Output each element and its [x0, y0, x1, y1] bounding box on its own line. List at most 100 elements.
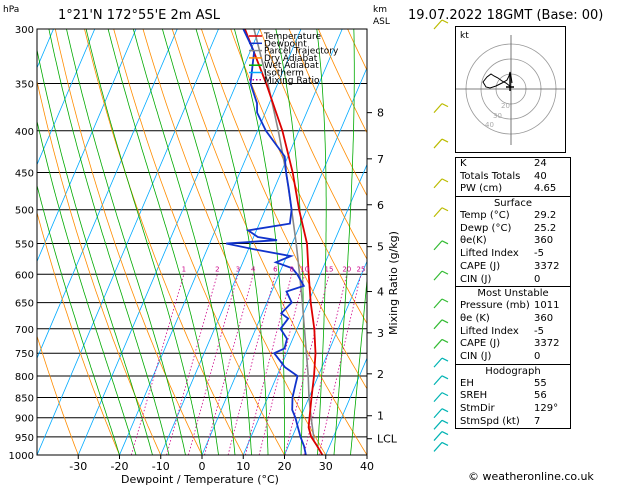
hodo-ring-label: 20 [501, 102, 510, 110]
index-row: PW (cm) 4.65 [456, 183, 570, 196]
wind-barb-feather [441, 431, 449, 436]
wind-barb [433, 103, 443, 114]
wind-barb [433, 419, 443, 430]
surface-row: CAPE (J) 3372 [456, 261, 570, 274]
hodo-ring-label: 30 [493, 112, 502, 120]
x-tick-label: 40 [360, 460, 374, 473]
wet-adiabat [195, 29, 269, 455]
most-unstable-row: Lifted Index -5 [456, 326, 570, 339]
legend-entry: Temperature [263, 32, 321, 42]
isotherm-line [201, 66, 367, 455]
surface-row: CIN (J) 0 [456, 274, 570, 287]
hodograph-value: 7 [534, 415, 541, 427]
asl-label: ASL [373, 17, 390, 27]
index-value: 24 [534, 158, 547, 169]
pressure-tick-label: 750 [15, 349, 34, 360]
wind-barb [433, 138, 443, 149]
wind-barb-feather [441, 207, 449, 212]
height-label: 7 [377, 153, 384, 166]
mixing-ratio-label: 4 [251, 265, 256, 273]
surface-row: Temp (°C) 29.2 [456, 210, 570, 223]
most-unstable-row: CIN (J) 0 [456, 351, 570, 364]
wind-barb-feather [441, 298, 449, 303]
index-value: 40 [534, 170, 547, 182]
wet-adiabat [107, 29, 219, 455]
dry-adiabat [37, 79, 162, 455]
index-value: 4.65 [534, 183, 557, 195]
surface-row: Dewp (°C) 25.2 [456, 223, 570, 236]
hodograph-row: StmSpd (kt) 7 [456, 416, 570, 429]
wind-barb-feather [441, 392, 449, 397]
mixing-ratio-label: 3 [236, 265, 240, 273]
dry-adiabat [259, 29, 367, 261]
wind-barb-feather [441, 103, 449, 108]
most-unstable-label: θe (K) [460, 312, 490, 324]
x-tick-label: 30 [319, 460, 333, 473]
height-label: 1 [377, 410, 384, 423]
wind-barb [433, 270, 443, 281]
wind-barbs [433, 19, 449, 452]
mixing-ratio-line [227, 274, 276, 455]
surface-value: 0 [534, 273, 541, 285]
hodograph-table: Hodograph EH 55 SREH 56 StmDir 129° StmSpd (kt… [455, 363, 571, 430]
most-unstable-value: 360 [534, 312, 554, 324]
isotherm-line [37, 29, 219, 455]
isotherm-line [37, 29, 96, 166]
most-unstable-title: Most Unstable [477, 288, 549, 300]
forecast-date: 19.07.2022 18GMT (Base: 00) [408, 8, 604, 23]
hodograph-row: SREH 56 [456, 390, 570, 403]
wind-barb [433, 408, 443, 419]
wind-barb-feather [441, 138, 449, 143]
mixing-ratio-label: 1 [182, 265, 186, 273]
mixing-ratio-line [284, 274, 330, 455]
surface-value: -5 [534, 248, 544, 260]
pressure-tick-label: 350 [15, 80, 34, 91]
wind-barb [433, 298, 443, 309]
wet-adiabat [37, 184, 120, 455]
mixing-ratio-line [130, 274, 185, 455]
wind-barb [433, 240, 443, 251]
stability-tables: K 24 Totals Totals 40 PW (cm) 4.65 Surface Te… [455, 157, 571, 430]
storm-motion-marker [506, 74, 514, 91]
dry-adiabat [318, 29, 367, 134]
surface-label: Dewp (°C) [460, 222, 512, 234]
surface-value: 25.2 [534, 222, 557, 234]
surface-row: θe(K) 360 [456, 235, 570, 248]
wet-adiabat [37, 119, 137, 455]
most-unstable-value: -5 [534, 325, 544, 337]
x-tick-label: -20 [111, 460, 129, 473]
mixing-ratio-label: 2 [215, 265, 219, 273]
wind-barb-feather [441, 19, 449, 24]
wind-barb-feather [441, 419, 449, 424]
index-label: PW (cm) [460, 183, 503, 195]
wind-barb-feather [441, 357, 449, 362]
index-row: K 24 [456, 158, 570, 171]
isotherm-line [325, 357, 367, 455]
pressure-tick-label: 950 [15, 433, 34, 444]
most-unstable-label: Pressure (mb) [460, 300, 530, 312]
copyright-footer: © weatheronline.co.uk [468, 470, 594, 483]
pressure-tick-label: 700 [15, 325, 34, 336]
wind-barb [433, 357, 443, 368]
legend-entry: Wet Adiabat [264, 61, 319, 71]
mixing-ratio-label: 8 [289, 265, 293, 273]
pressure-tick-label: 600 [15, 270, 34, 281]
isotherm-line [284, 260, 367, 455]
wet-adiabat [85, 29, 203, 455]
legend-entry: Isotherm [264, 69, 304, 79]
pressure-tick-label: 500 [15, 206, 34, 217]
dry-adiabat [230, 29, 367, 325]
indices-table: K 24 Totals Totals 40 PW (cm) 4.65 [455, 157, 571, 197]
height-label: 8 [377, 107, 384, 120]
most-unstable-row: Pressure (mb) 1011 [456, 300, 570, 313]
temperature-line [244, 29, 324, 455]
surface-label: CIN (J) [460, 273, 492, 285]
surface-title: Surface [493, 198, 533, 210]
hodograph-unit: kt [460, 31, 469, 41]
wind-barb [433, 392, 443, 403]
axes: 1 2 3 4 6 8 10 15 20 2530035040045050055060065070… [9, 25, 398, 473]
surface-label: Lifted Index [460, 248, 519, 260]
pressure-tick-label: 400 [15, 127, 34, 138]
hodograph-value: 55 [534, 377, 547, 389]
mixing-ratio-label: 6 [273, 265, 278, 273]
